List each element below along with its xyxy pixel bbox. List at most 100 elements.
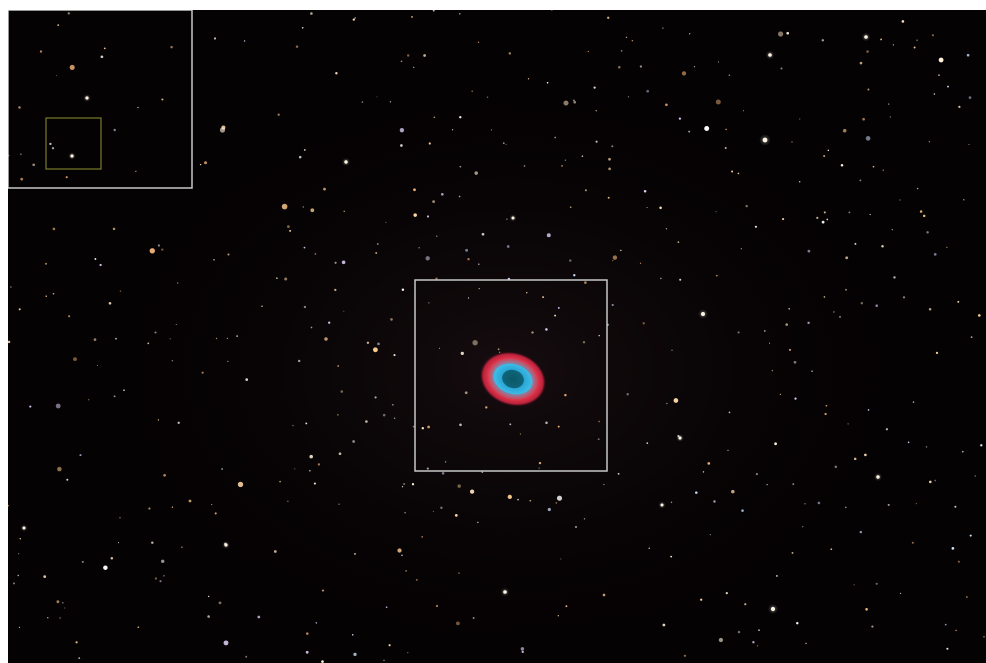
star [477, 41, 480, 43]
star [399, 128, 405, 133]
star [135, 170, 137, 172]
star [517, 498, 520, 501]
star [715, 211, 717, 213]
star [507, 494, 512, 500]
star [665, 228, 668, 230]
star [163, 574, 165, 577]
star [43, 575, 47, 578]
star [968, 143, 970, 146]
star [983, 635, 985, 638]
star [317, 463, 321, 466]
star [612, 255, 618, 260]
star [314, 253, 317, 255]
star [213, 258, 215, 261]
bright-star [85, 96, 89, 100]
star [885, 428, 889, 431]
star [335, 71, 338, 75]
star [401, 554, 403, 557]
star [519, 433, 522, 435]
star [188, 499, 192, 503]
star [69, 64, 75, 70]
star [833, 311, 835, 313]
star [523, 165, 526, 167]
star [509, 423, 512, 426]
star [75, 641, 78, 644]
star [261, 305, 263, 307]
star [928, 141, 930, 143]
star [432, 200, 435, 203]
star [901, 20, 905, 23]
star [10, 286, 12, 288]
star [569, 206, 572, 208]
star [704, 126, 710, 131]
star [297, 359, 301, 363]
star [393, 354, 396, 357]
star [47, 617, 49, 619]
star [277, 113, 280, 116]
star [302, 206, 304, 208]
star [527, 78, 530, 80]
star [471, 90, 474, 93]
stars [8, 10, 985, 663]
star [148, 507, 151, 510]
bright-star [876, 475, 880, 479]
star [154, 577, 157, 580]
star [827, 149, 830, 152]
star [625, 36, 628, 38]
star [68, 315, 71, 318]
star [695, 491, 698, 494]
star [913, 46, 916, 49]
star [66, 478, 69, 481]
star [407, 652, 409, 654]
star [545, 328, 548, 331]
star [804, 503, 806, 505]
star [93, 338, 97, 341]
star [478, 288, 480, 290]
bright-star [503, 590, 507, 594]
star [334, 261, 337, 264]
star [830, 548, 833, 551]
star [472, 340, 478, 346]
star [608, 157, 611, 161]
star [860, 302, 863, 305]
star [477, 521, 479, 524]
star [458, 572, 460, 574]
star [390, 318, 393, 321]
star [57, 24, 59, 26]
star [715, 99, 721, 105]
star [352, 18, 355, 21]
star [426, 215, 430, 218]
star [49, 142, 52, 146]
star [538, 461, 542, 465]
star [805, 642, 807, 645]
star [756, 645, 759, 647]
star [840, 164, 844, 167]
star [303, 305, 307, 309]
star [87, 399, 90, 401]
star [376, 96, 378, 98]
star [563, 100, 569, 106]
star [825, 404, 828, 407]
star [875, 582, 878, 585]
star [279, 480, 281, 483]
star [305, 650, 309, 654]
star [557, 615, 559, 617]
star [366, 341, 370, 344]
star [584, 189, 587, 192]
star [688, 130, 691, 133]
star [237, 481, 244, 488]
star [8, 505, 10, 507]
star [631, 39, 634, 42]
star [557, 306, 560, 309]
star [413, 213, 417, 217]
star [78, 657, 81, 660]
star [887, 103, 890, 105]
star [334, 288, 337, 292]
star [459, 165, 462, 168]
star [728, 74, 731, 76]
star [689, 33, 691, 35]
star [595, 140, 598, 143]
bright-star [701, 312, 705, 316]
star [816, 216, 819, 219]
star [213, 37, 217, 40]
